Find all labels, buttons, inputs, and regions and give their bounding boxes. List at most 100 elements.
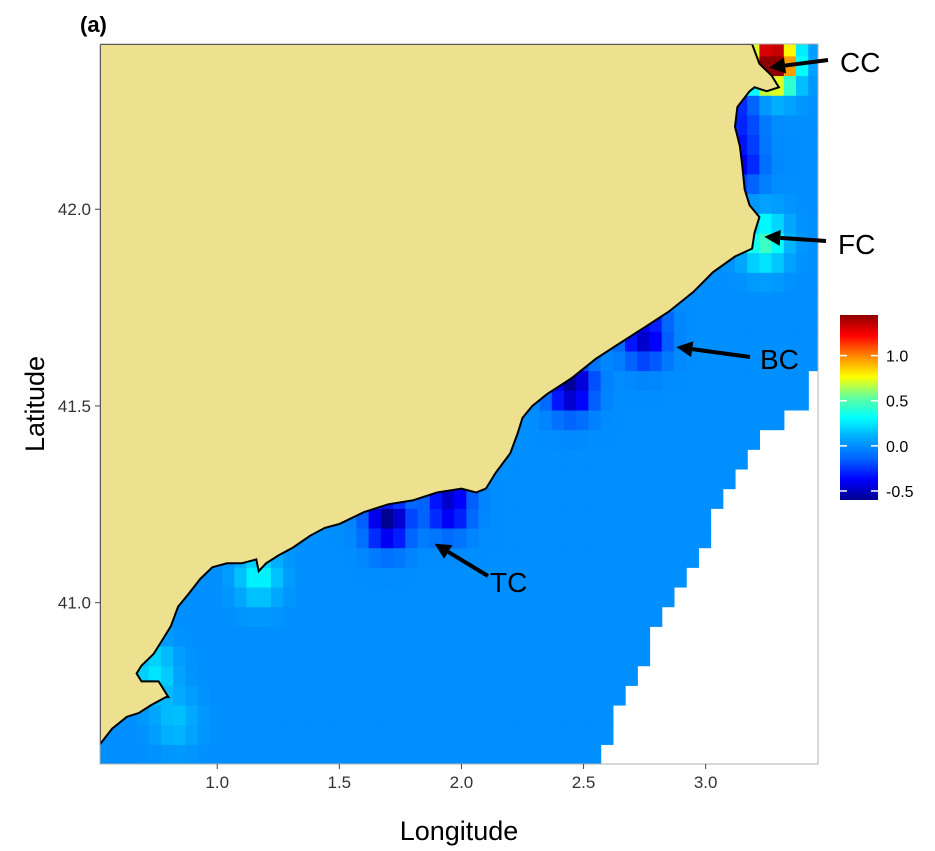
heatmap-cell (295, 606, 309, 627)
heatmap-cell (478, 665, 492, 686)
heatmap-cell (649, 547, 663, 568)
heatmap-cell (625, 488, 638, 509)
heatmap-cell (759, 95, 773, 116)
heatmap-cell (576, 606, 590, 627)
heatmap-cell (747, 291, 760, 313)
heatmap-cell (539, 409, 553, 431)
heatmap-cell (539, 468, 553, 490)
heatmap-cell (515, 606, 528, 627)
heatmap-cell (161, 744, 174, 764)
heatmap-cell (271, 16, 284, 36)
heatmap-cell (441, 606, 455, 627)
heatmap-cell (344, 586, 358, 608)
heatmap-cell (393, 606, 406, 627)
heatmap-cell (783, 44, 797, 57)
heatmap-cell (332, 724, 345, 745)
y-tick-label: 41.0 (58, 594, 91, 613)
heatmap-cell (796, 16, 809, 36)
heatmap-cell (478, 488, 492, 509)
heatmap-cell (564, 586, 577, 608)
heatmap-cell (612, 449, 626, 470)
heatmap-cell (564, 449, 577, 470)
heatmap-cell (551, 390, 565, 411)
heatmap-cell (612, 626, 626, 647)
heatmap-cell (600, 527, 614, 549)
heatmap-cell (393, 645, 406, 667)
heatmap-cell (368, 724, 382, 745)
heatmap-cell (185, 16, 198, 36)
heatmap-cell (564, 468, 577, 490)
heatmap-cell (478, 645, 492, 667)
heatmap-cell (649, 350, 663, 372)
heatmap-cell (417, 704, 431, 726)
heatmap-cell (380, 547, 394, 568)
heatmap-cell (197, 626, 211, 647)
heatmap-cell (502, 606, 516, 627)
heatmap-cell (808, 272, 818, 293)
heatmap-cell (564, 744, 577, 764)
heatmap-cell (796, 193, 809, 214)
heatmap-cell (393, 704, 406, 726)
heatmap-cell (722, 311, 736, 332)
heatmap-cell (686, 527, 699, 549)
heatmap-cell (283, 724, 296, 745)
heatmap-cell (417, 547, 431, 568)
heatmap-cell (698, 370, 712, 391)
heatmap-cell (466, 685, 480, 706)
heatmap-cell (747, 114, 760, 136)
heatmap-cell (380, 626, 394, 647)
heatmap-cell (332, 527, 345, 549)
heatmap-cell (417, 16, 430, 36)
heatmap-cell (515, 724, 528, 745)
heatmap-cell (734, 449, 748, 470)
heatmap-cell (405, 645, 419, 667)
heatmap-cell (710, 468, 724, 490)
heatmap-cell (783, 173, 797, 195)
heatmap-cell (429, 626, 443, 647)
heatmap-cell (185, 665, 199, 686)
heatmap-cell (441, 645, 455, 667)
heatmap-cell (283, 547, 296, 568)
heatmap-cell (564, 685, 577, 706)
heatmap-cell (771, 331, 785, 352)
heatmap-cell (246, 645, 260, 667)
heatmap-cell (173, 685, 187, 706)
heatmap-cell (222, 567, 235, 588)
heatmap-cell (368, 567, 382, 588)
heatmap-cell (209, 626, 223, 647)
heatmap-cell (527, 16, 540, 36)
heatmap-cell (551, 645, 565, 667)
heatmap-cell (454, 527, 467, 549)
heatmap-cell (600, 685, 614, 706)
heatmap-cell (490, 567, 504, 588)
heatmap-cell (148, 704, 162, 726)
heatmap-cell (502, 704, 516, 726)
heatmap-cell (295, 704, 309, 726)
heatmap-cell (588, 468, 602, 490)
heatmap-cell (576, 645, 590, 667)
heatmap-cell (734, 311, 748, 332)
heatmap-cell (258, 586, 272, 608)
heatmap-cell (564, 488, 577, 509)
heatmap-cell (356, 606, 370, 627)
heatmap-cell (197, 744, 211, 764)
heatmap-cell (600, 409, 614, 431)
heatmap-cell (771, 95, 785, 116)
heatmap-cell (649, 468, 663, 490)
heatmap-cell (600, 547, 614, 568)
heatmap-cell (796, 390, 809, 411)
heatmap-cell (637, 567, 651, 588)
heatmap-cell (686, 311, 699, 332)
heatmap-cell (234, 665, 248, 686)
heatmap-cell (515, 626, 528, 647)
heatmap-cell (466, 704, 480, 726)
y-axis-title: Latitude (20, 356, 50, 452)
heatmap-cell (808, 114, 818, 136)
heatmap-cell (796, 350, 809, 372)
heatmap-cell (490, 606, 504, 627)
heatmap-cell (796, 134, 809, 155)
heatmap-cell (710, 311, 724, 332)
heatmap-cell (588, 567, 602, 588)
heatmap-cell (710, 409, 724, 431)
heatmap-cell (576, 468, 590, 490)
